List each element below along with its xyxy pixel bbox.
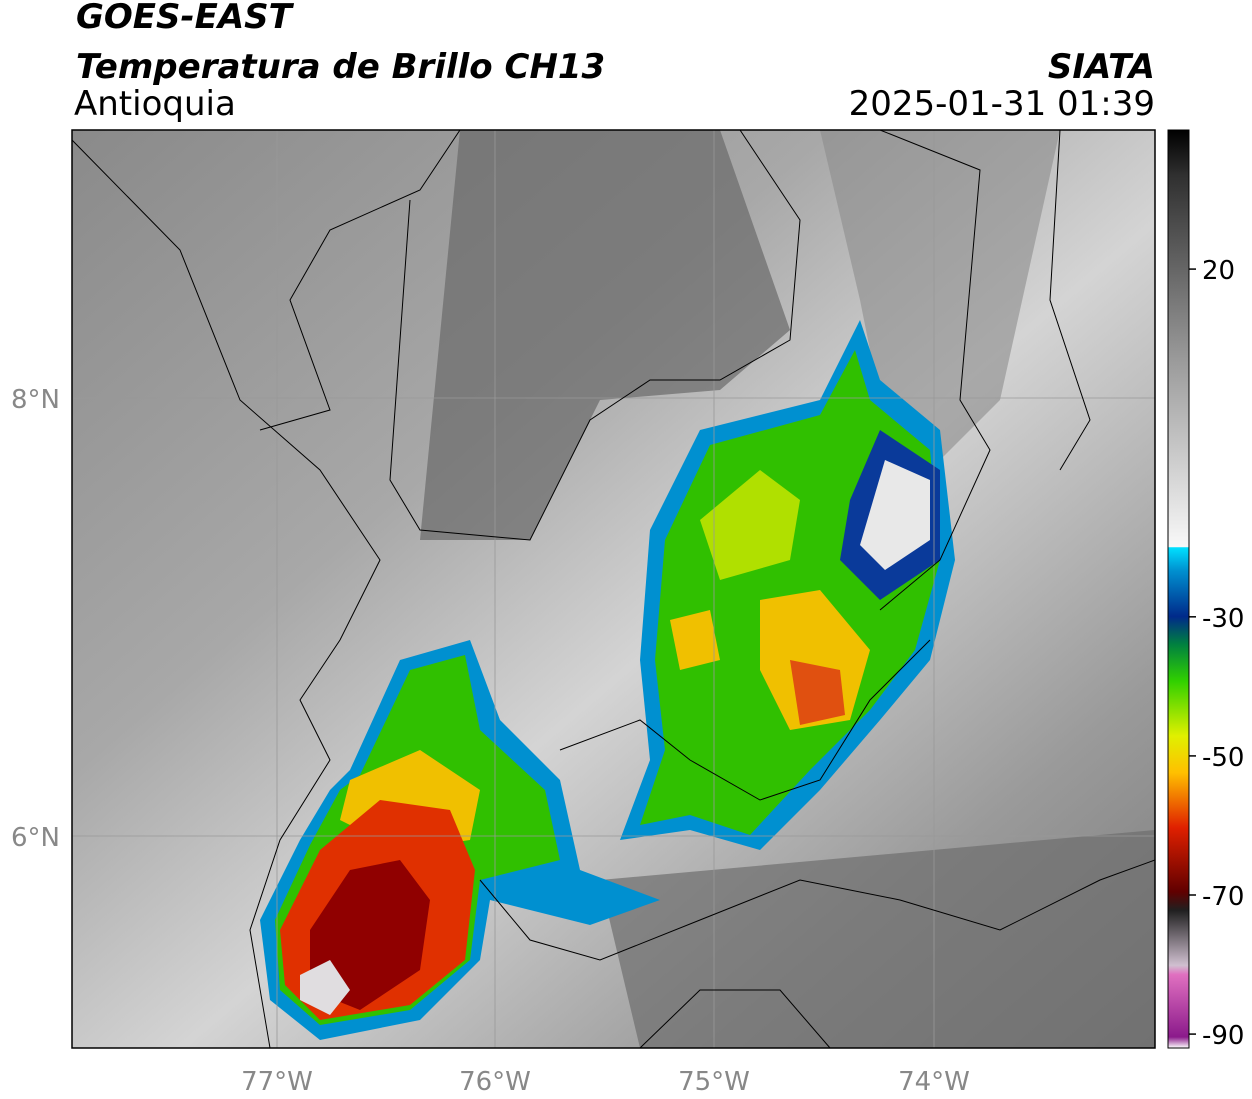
map (72, 130, 1155, 1048)
lon-label: 75°W (678, 1067, 750, 1097)
region: Antioquia (74, 84, 236, 124)
lon-label: 74°W (898, 1067, 970, 1097)
lon-label: 76°W (459, 1067, 531, 1097)
colorbar (1167, 129, 1190, 1049)
colorbar-tick-label: -30 (1202, 604, 1244, 634)
map-frame (71, 129, 1156, 1049)
lat-label: 8°N (11, 385, 60, 415)
colorbar-tick-label: -70 (1202, 882, 1244, 912)
satellite: GOES-EAST (76, 0, 295, 37)
lat-label: 6°N (11, 823, 60, 853)
colorbar-tick-label: -90 (1202, 1021, 1244, 1051)
product: Temperatura de Brillo CH13 (76, 47, 605, 87)
colorbar-tick-label: -50 (1202, 743, 1244, 773)
lon-label: 77°W (241, 1067, 313, 1097)
colorbar-tick-label: 20 (1202, 256, 1235, 286)
datetime: 2025-01-31 01:39 (849, 84, 1155, 124)
organization: SIATA (1048, 47, 1155, 87)
